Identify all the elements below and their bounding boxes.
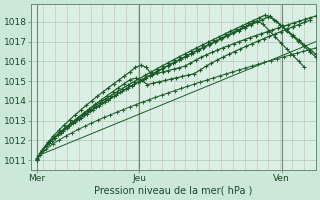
X-axis label: Pression niveau de la mer( hPa ): Pression niveau de la mer( hPa ) [94,186,253,196]
